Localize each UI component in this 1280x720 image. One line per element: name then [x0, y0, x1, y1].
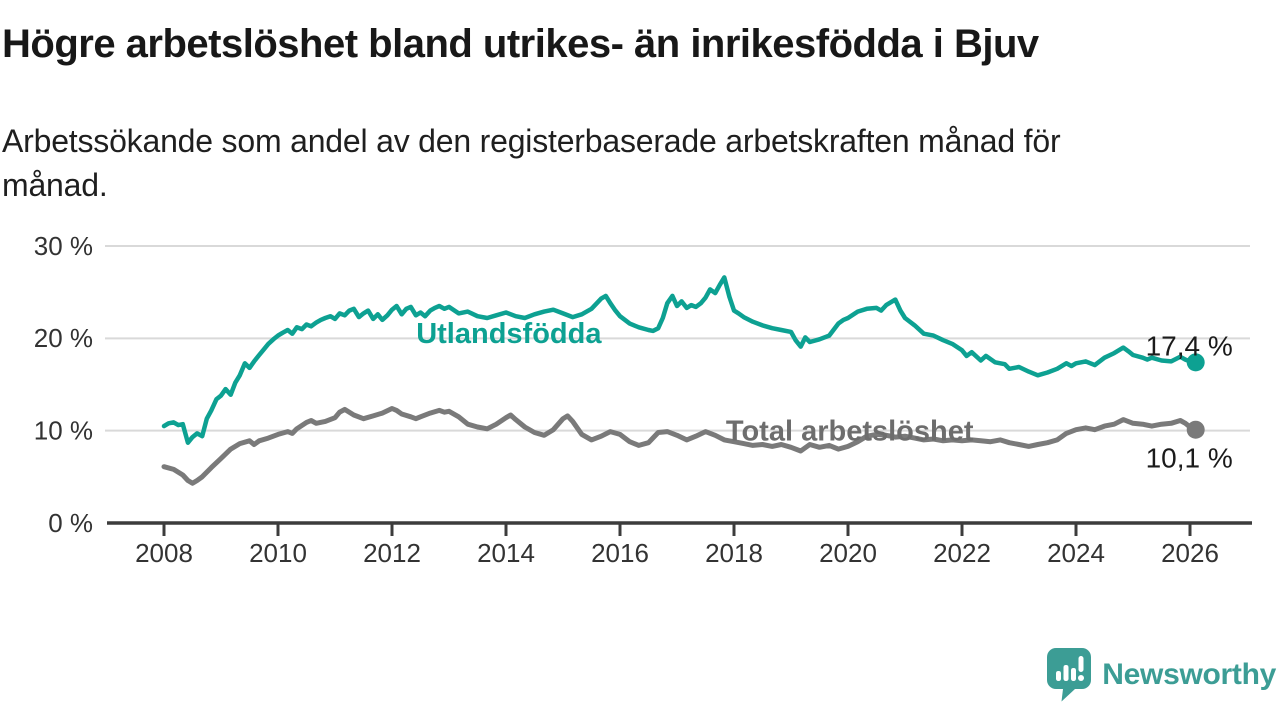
series-label-total: Total arbetslöshet	[726, 416, 974, 448]
line-chart: 0 % 10 % 20 % 30 % 2008 2010 2012 2014 2016 2018 2…	[0, 190, 1280, 590]
chart-subtitle: Arbetssökande som andel av den registerb…	[2, 123, 1061, 203]
newsworthy-brand-text: Newsworthy	[1102, 658, 1276, 691]
x-tick-label: 2020	[819, 538, 877, 568]
x-tick-label: 2012	[363, 538, 421, 568]
x-tick-label: 2024	[1047, 538, 1105, 568]
y-tick-label: 0 %	[48, 508, 93, 538]
series-label-utlandsfodda: Utlandsfödda	[416, 318, 602, 350]
x-tick-label: 2008	[135, 538, 193, 568]
newsworthy-bubble-chart-icon	[1047, 648, 1092, 702]
x-tick-label: 2016	[591, 538, 649, 568]
series-end-dot	[1186, 353, 1205, 372]
series-line-utlandsfodda	[161, 275, 1198, 445]
x-tick-label: 2018	[705, 538, 763, 568]
x-tick-label: 2010	[249, 538, 307, 568]
x-tick-label: 2026	[1161, 538, 1219, 568]
series-line-total	[161, 406, 1199, 486]
x-tick-label: 2014	[477, 538, 535, 568]
y-tick-label: 20 %	[34, 323, 93, 353]
newsworthy-logo: Newsworthy	[1047, 648, 1276, 702]
line-chart-svg: 0 % 10 % 20 % 30 % 2008 2010 2012 2014 2016 2018 2…	[34, 231, 1252, 568]
y-tick-label: 10 %	[34, 416, 93, 446]
x-tick-label: 2022	[933, 538, 991, 568]
series-end-dot	[1186, 420, 1205, 439]
end-value-label: 17,4 %	[1146, 331, 1233, 362]
y-tick-label: 30 %	[34, 231, 93, 261]
end-value-label: 10,1 %	[1146, 442, 1233, 473]
chart-title: Högre arbetslöshet bland utrikes- än inr…	[2, 22, 1039, 66]
